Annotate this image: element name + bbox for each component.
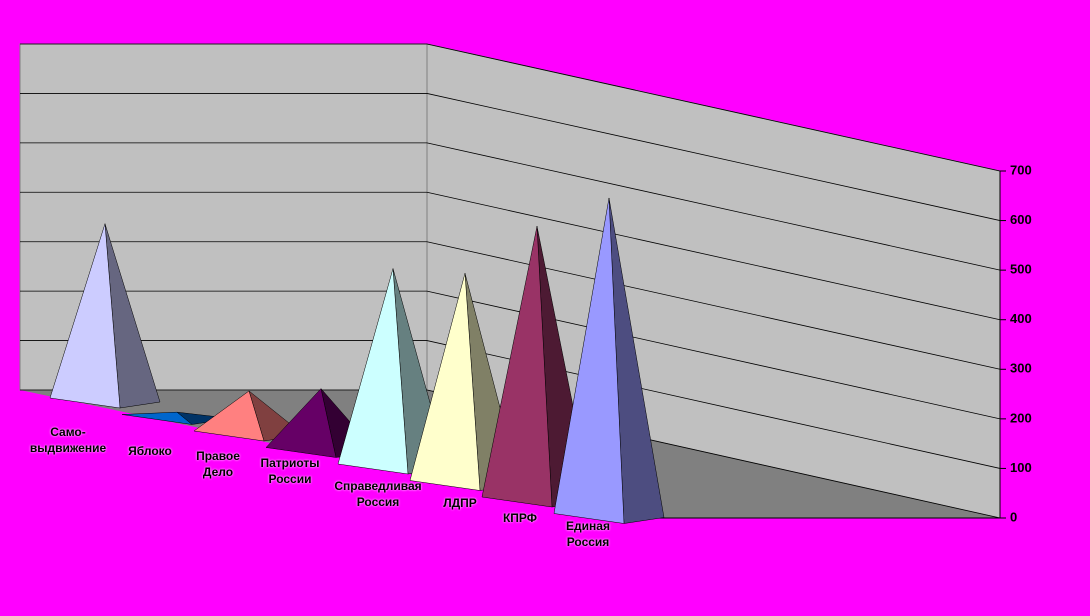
grid-line xyxy=(426,142,1001,271)
y-tick-label: 600 xyxy=(1010,212,1032,227)
y-tick-label: 500 xyxy=(1010,262,1032,277)
pyramid-front xyxy=(553,197,625,524)
pyramid-front xyxy=(49,223,121,409)
pyramid-front xyxy=(409,273,481,491)
x-tick-label: Правое Дело xyxy=(196,449,240,479)
grid-line xyxy=(426,241,1001,370)
y-tick-label: 400 xyxy=(1010,311,1032,326)
pyramid xyxy=(553,197,665,524)
pyramid-front xyxy=(481,226,553,508)
pyramid xyxy=(121,411,233,425)
pyramid-front xyxy=(337,268,409,475)
y-tick-label: 200 xyxy=(1010,410,1032,425)
y-tick-label: 100 xyxy=(1010,460,1032,475)
x-tick-label: Справедливая Россия xyxy=(334,479,422,509)
pyramid-front xyxy=(121,411,193,425)
y-tick-label: 0 xyxy=(1010,509,1017,524)
grid-line xyxy=(426,93,1001,221)
pyramid-front xyxy=(265,388,337,458)
grid-line xyxy=(426,191,1001,321)
x-tick-label: Само- выдвижение xyxy=(29,425,107,455)
x-tick-label: Яблоко xyxy=(128,444,172,458)
pyramid-front xyxy=(193,390,265,442)
x-tick-label: Патриоты России xyxy=(260,456,320,486)
grid-line xyxy=(426,43,1001,172)
y-tick-label: 300 xyxy=(1010,361,1032,376)
y-tick-label: 700 xyxy=(1010,162,1032,177)
x-tick-label: ЛДПР xyxy=(443,496,477,510)
x-tick-label: Единая Россия xyxy=(566,519,610,549)
pyramid xyxy=(49,223,161,409)
x-tick-label: КПРФ xyxy=(502,511,538,525)
